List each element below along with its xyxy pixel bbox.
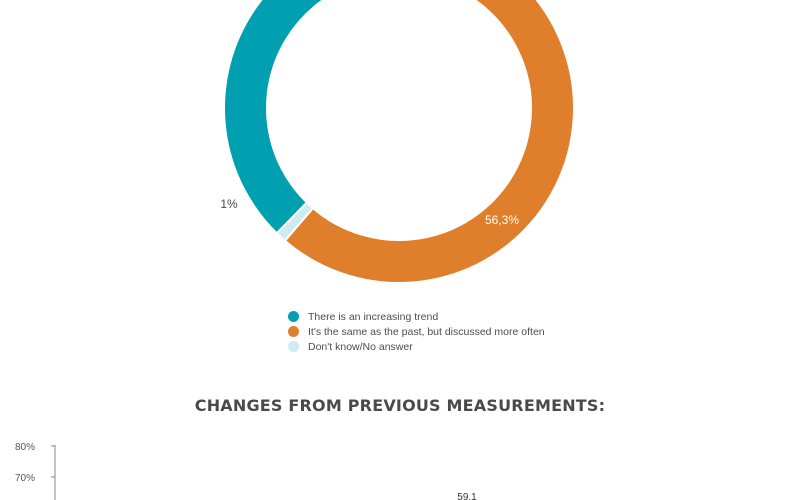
y-tick-label-70: 70% bbox=[15, 473, 35, 484]
legend-swatch-dont-know bbox=[288, 341, 299, 352]
legend-item-increasing: There is an increasing trend bbox=[288, 309, 545, 324]
bar-value-label: 59,1 bbox=[457, 492, 477, 500]
slice-same bbox=[283, 0, 575, 284]
donut-chart: 56,3% 1% bbox=[220, 0, 575, 284]
slice-label-dont-know: 1% bbox=[220, 197, 238, 211]
slice-dont-know bbox=[275, 201, 315, 243]
section-title: CHANGES FROM PREVIOUS MEASUREMENTS: bbox=[194, 396, 606, 415]
legend-swatch-same bbox=[288, 326, 299, 337]
legend-label-dont-know: Don't know/No answer bbox=[308, 340, 413, 353]
legend-item-same: It's the same as the past, but discussed… bbox=[288, 324, 545, 339]
legend-label-increasing: There is an increasing trend bbox=[308, 310, 439, 323]
slice-increasing bbox=[223, 0, 326, 235]
slice-label-same: 56,3% bbox=[485, 213, 519, 227]
bar-chart: 80% 70% 59,1 bbox=[15, 442, 477, 500]
legend-swatch-increasing bbox=[288, 311, 299, 322]
y-tick-label-80: 80% bbox=[15, 442, 35, 453]
legend-label-same: It's the same as the past, but discussed… bbox=[308, 325, 545, 338]
legend: There is an increasing trend It's the sa… bbox=[288, 309, 545, 354]
legend-item-dont-know: Don't know/No answer bbox=[288, 339, 545, 354]
